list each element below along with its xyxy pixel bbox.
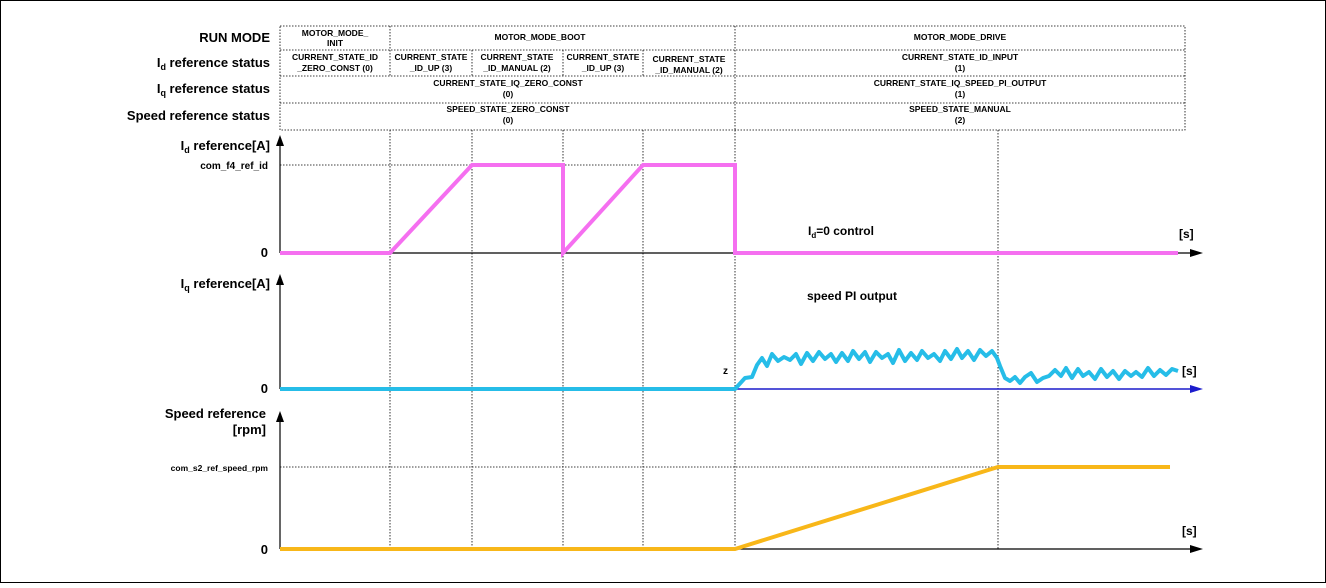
cell-speed-boot-2: (0) [503,115,514,125]
status-table: RUN MODE Id reference status Iq referenc… [127,25,1186,131]
cell-id-up2-1: CURRENT_STATE [567,52,640,62]
cell-mode-drive: MOTOR_MODE_DRIVE [914,32,1007,42]
cell-speed-drive-1: SPEED_STATE_MANUAL [909,104,1011,114]
label-speed-status: Speed reference status [127,108,270,123]
iq-reference-plot: Iq reference[A] 0 [s] speed PI output z [181,274,1203,396]
cell-mode-init-1: MOTOR_MODE_ [302,28,369,38]
id-level-label: com_f4_ref_id [200,161,268,172]
cell-id-up2-2: _ID_UP (3) [581,63,625,73]
cell-speed-drive-2: (2) [955,115,966,125]
cell-iq-boot-2: (0) [503,89,514,99]
cell-iq-boot-1: CURRENT_STATE_IQ_ZERO_CONST [433,78,583,88]
id-annotation: Id=0 control [808,224,874,240]
speed-level-label: com_s2_ref_speed_rpm [171,463,269,473]
iq-annotation: speed PI output [807,289,897,303]
cell-id-manual2-2: _ID_MANUAL (2) [654,65,723,75]
id-y-axis-arrow [276,135,284,146]
id-x-axis-arrow [1190,249,1203,257]
cell-id-manual2-1: CURRENT_STATE [653,54,726,64]
cell-mode-boot: MOTOR_MODE_BOOT [495,32,587,42]
id-unit-label: [s] [1179,227,1194,241]
speed-plot-ylabel-2: [rpm] [233,422,266,437]
label-run-mode: RUN MODE [199,30,270,45]
cell-iq-drive-1: CURRENT_STATE_IQ_SPEED_PI_OUTPUT [874,78,1047,88]
speed-unit-label: [s] [1182,524,1197,538]
iq-zero-label: 0 [261,381,268,396]
iq-reference-trace [280,347,1179,391]
cell-id-manual1-2: _ID_MANUAL (2) [482,63,551,73]
iq-unit-label: [s] [1182,364,1197,378]
cell-id-input-1: CURRENT_STATE_ID_INPUT [902,52,1019,62]
id-reference-trace [280,163,1178,259]
cell-id-input-2: (1) [955,63,966,73]
cell-id-up1-1: CURRENT_STATE [395,52,468,62]
cell-id-zero-const-2: _ZERO_CONST (0) [296,63,373,73]
speed-x-axis-arrow [1190,545,1203,553]
iq-y-axis-arrow [276,274,284,285]
status-table-border [279,25,1186,131]
cell-speed-boot-1: SPEED_STATE_ZERO_CONST [447,104,571,114]
speed-reference-trace [280,465,1170,551]
cell-id-zero-const-1: CURRENT_STATE_ID [292,52,378,62]
speed-plot-ylabel-1: Speed reference [165,406,266,421]
cell-id-manual1-1: CURRENT_STATE [481,52,554,62]
cell-mode-init-2: INIT [327,38,344,48]
label-iq-status: Iq reference status [157,81,270,98]
iq-plot-ylabel: Iq reference[A] [181,276,270,293]
id-plot-ylabel: Id reference[A] [181,138,270,155]
iq-marker-label: z [723,366,728,377]
speed-zero-label: 0 [261,542,268,557]
speed-reference-plot: Speed reference [rpm] com_s2_ref_speed_r… [165,406,1203,557]
iq-x-axis-arrow [1190,385,1203,393]
cell-id-up1-2: _ID_UP (3) [409,63,453,73]
id-reference-plot: Id reference[A] com_f4_ref_id 0 [s] Id=0… [181,135,1203,260]
speed-y-axis-arrow [276,411,284,422]
id-zero-label: 0 [261,245,268,260]
label-id-status: Id reference status [157,55,270,72]
cell-iq-drive-2: (1) [955,89,966,99]
phase-guide-lines [389,130,999,550]
